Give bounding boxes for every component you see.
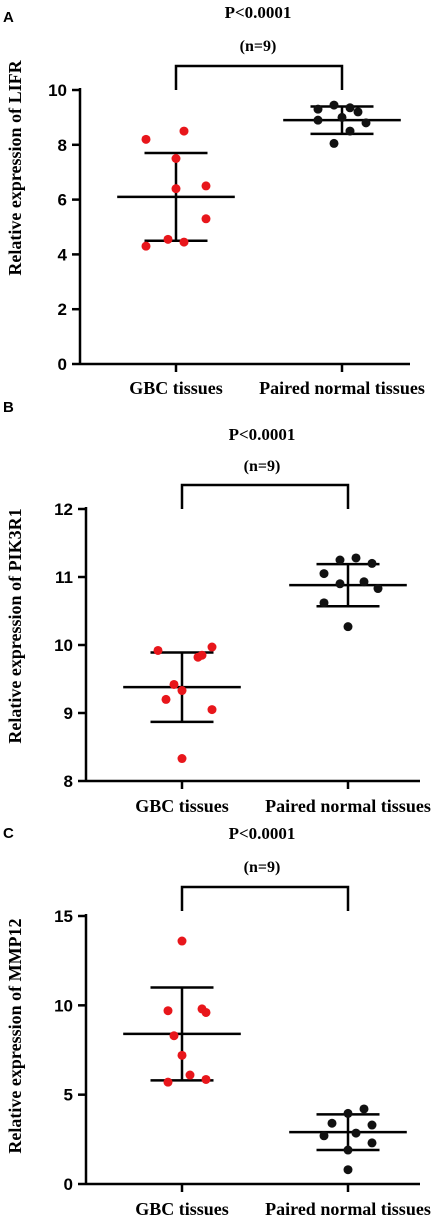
data-point (169, 679, 179, 689)
y-tick-label: 10 (54, 996, 73, 1015)
y-tick-label: 0 (64, 1175, 73, 1194)
data-point (335, 555, 345, 565)
data-point (197, 1004, 207, 1014)
n-text: (n=9) (240, 38, 277, 55)
data-point (153, 645, 163, 655)
data-point (201, 181, 211, 191)
data-point (163, 234, 173, 244)
data-point (171, 184, 181, 194)
data-point (343, 1108, 353, 1118)
x-tick-label-gbc: GBC tissues (135, 796, 229, 816)
pvalue-text: P<0.0001 (229, 824, 296, 843)
y-tick-label: 10 (54, 636, 73, 655)
data-point (359, 1104, 369, 1114)
y-axis-label: Relative expression of MMP12 (5, 918, 25, 1153)
data-point (201, 1074, 211, 1084)
data-point (343, 1165, 353, 1175)
y-tick-label: 9 (64, 704, 73, 723)
y-tick-label: 8 (58, 136, 67, 155)
data-point (351, 553, 361, 563)
data-point (313, 104, 323, 114)
data-point (335, 579, 345, 589)
data-point (177, 936, 187, 946)
n-text: (n=9) (244, 458, 281, 475)
data-point (373, 584, 383, 594)
data-point (343, 622, 353, 632)
x-tick-label-gbc: GBC tissues (135, 1199, 229, 1219)
data-point (359, 577, 369, 587)
y-tick-label: 8 (64, 772, 73, 791)
data-point (171, 154, 181, 163)
data-point (319, 598, 329, 608)
data-point (327, 1118, 337, 1128)
data-point (179, 126, 189, 136)
y-axis-label: Relative expression of LIFR (5, 59, 25, 275)
data-point (367, 1138, 377, 1148)
significance-bracket (174, 64, 344, 90)
y-tick-label: 4 (58, 245, 68, 264)
data-point (313, 115, 323, 125)
panel-label: C (3, 825, 14, 842)
significance-bracket (180, 885, 350, 911)
data-point (319, 1131, 329, 1141)
y-tick-label: 12 (54, 500, 73, 519)
data-point (169, 1031, 179, 1041)
panel-b: B P<0.0001 (n=9) Relative expression of … (3, 399, 431, 816)
n-text: (n=9) (244, 859, 281, 876)
panel-label: B (3, 399, 14, 416)
data-point (207, 642, 217, 652)
y-tick-label: 5 (64, 1086, 73, 1105)
data-point (177, 686, 187, 696)
x-tick-label-normal: Paired normal tissues (265, 796, 431, 816)
panel-label: A (3, 9, 14, 26)
x-tick-label-normal: Paired normal tissues (259, 378, 425, 398)
data-point (351, 1128, 361, 1138)
x-tick-label-normal: Paired normal tissues (265, 1199, 431, 1219)
data-point (177, 1050, 187, 1060)
data-point (163, 1077, 173, 1087)
y-tick-label: 6 (58, 191, 67, 210)
data-point (367, 1120, 377, 1130)
data-point (141, 241, 151, 251)
data-point (361, 118, 371, 128)
y-tick-label: 15 (54, 907, 73, 926)
data-point (185, 1070, 195, 1080)
panel-a: A P<0.0001 (n=9) Relative expression of … (3, 3, 425, 398)
y-tick-label: 2 (58, 300, 67, 319)
y-tick-label: 11 (55, 568, 73, 587)
data-point (141, 134, 151, 144)
data-point (197, 650, 207, 660)
x-tick-label-gbc: GBC tissues (129, 378, 223, 398)
significance-bracket (180, 483, 350, 509)
data-point (343, 1145, 353, 1155)
data-point (161, 694, 171, 704)
data-point (207, 705, 217, 715)
y-tick-label: 10 (48, 81, 67, 100)
data-point (177, 754, 187, 764)
data-point (345, 126, 355, 136)
pvalue-text: P<0.0001 (229, 425, 296, 444)
data-point (163, 1006, 173, 1016)
data-point (179, 237, 189, 247)
data-point (353, 107, 363, 117)
data-point (345, 103, 355, 113)
data-point (329, 100, 339, 110)
panel-c: C P<0.0001 (n=9) Relative expression of … (3, 824, 431, 1219)
y-axis-label: Relative expression of PIK3R1 (5, 508, 25, 743)
data-point (337, 112, 347, 122)
pvalue-text: P<0.0001 (225, 3, 292, 22)
data-point (319, 569, 329, 579)
data-point (367, 558, 377, 568)
y-tick-label: 0 (58, 355, 67, 374)
data-point (201, 214, 211, 224)
data-point (329, 138, 339, 148)
